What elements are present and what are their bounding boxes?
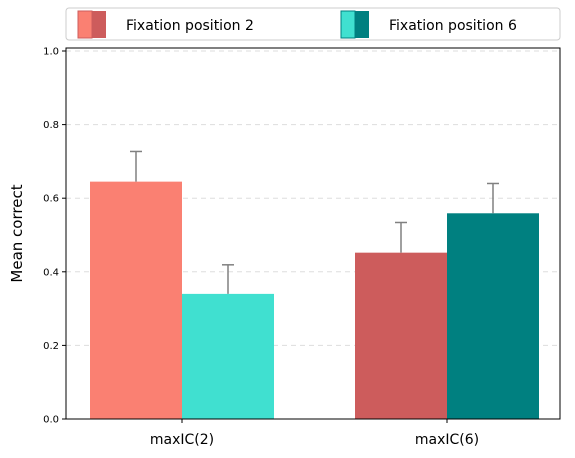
- plot-frame: [65, 47, 561, 420]
- x-tick-label: maxIC(2): [150, 432, 214, 448]
- bar: [355, 252, 447, 419]
- legend-label: Fixation position 6: [389, 18, 517, 34]
- legend: Fixation position 2 Fixation position 6: [65, 7, 561, 41]
- y-tick-label: 0.4: [43, 267, 59, 278]
- y-axis-label: Mean correct: [8, 184, 26, 282]
- legend-label: Fixation position 2: [126, 18, 254, 34]
- y-tick-label: 0.8: [43, 120, 59, 131]
- y-tick-label: 1.0: [43, 47, 59, 58]
- x-axis: maxIC(2) maxIC(6): [150, 419, 479, 448]
- bar: [182, 293, 274, 419]
- error-bars-group: [130, 150, 499, 294]
- legend-item: Fixation position 2: [77, 10, 254, 39]
- y-tick-label: 0.6: [43, 194, 59, 205]
- legend-swatch: [77, 10, 93, 39]
- bar: [90, 181, 182, 419]
- legend-swatch: [355, 11, 369, 38]
- bars-group: [90, 181, 539, 419]
- legend-swatch: [92, 11, 106, 38]
- y-tick-label: 0.0: [43, 415, 59, 426]
- bar: [447, 213, 539, 419]
- y-axis: 0.0 0.2 0.4 0.6 0.8 1.0: [43, 47, 66, 426]
- y-tick-label: 0.2: [43, 341, 59, 352]
- legend-swatch: [340, 10, 356, 39]
- x-tick-label: maxIC(6): [415, 432, 479, 448]
- legend-item: Fixation position 6: [340, 10, 517, 39]
- legend-box: [65, 7, 561, 41]
